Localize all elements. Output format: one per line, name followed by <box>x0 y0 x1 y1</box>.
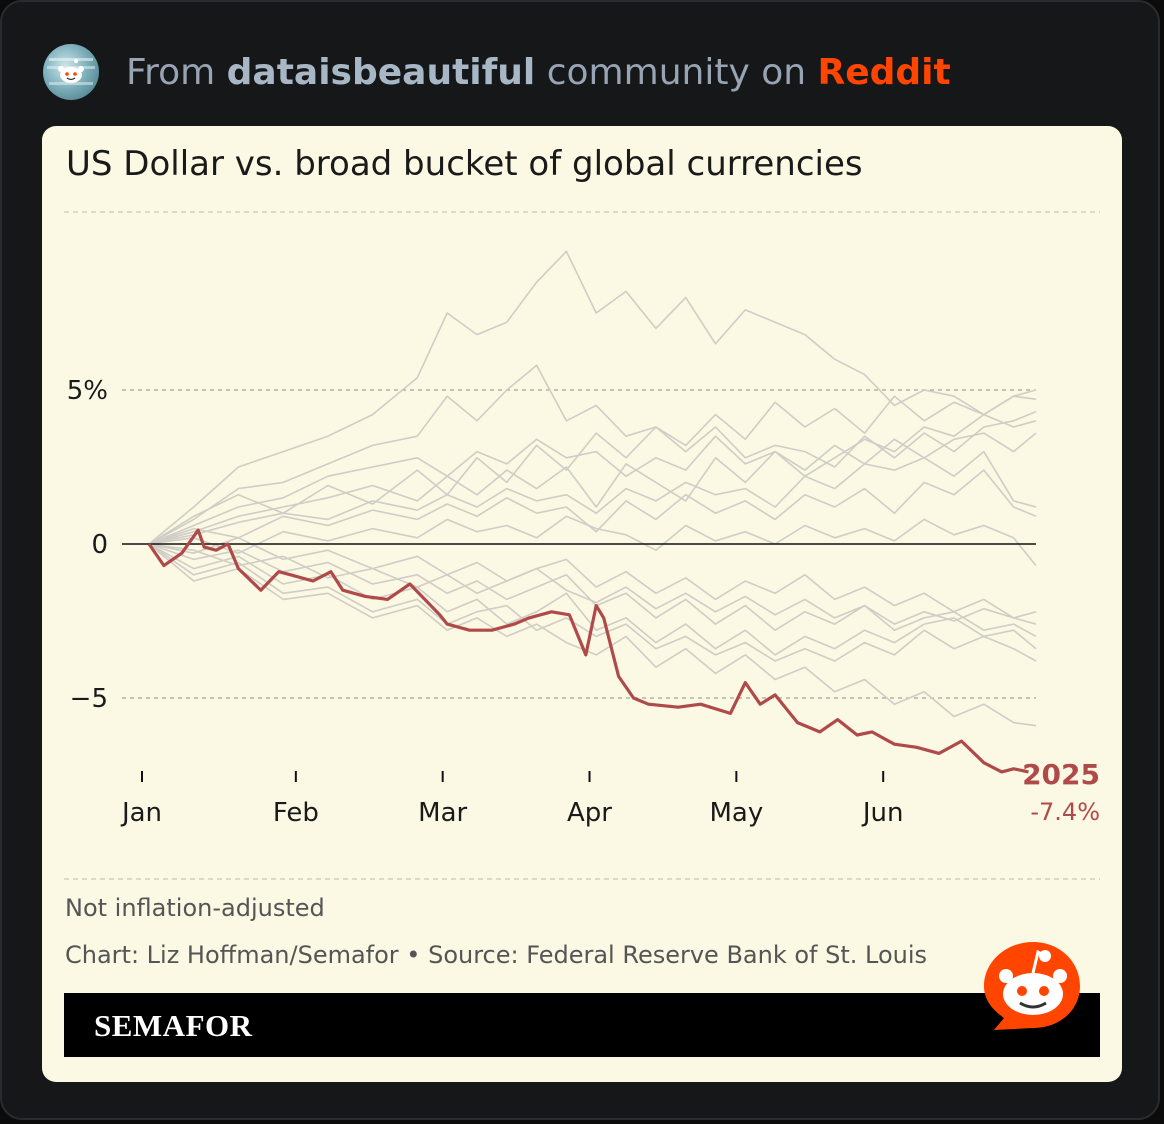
highlight-change-label: -7.4% <box>1030 798 1100 826</box>
y-tick-label: 5% <box>67 376 108 406</box>
background-year-line <box>148 250 1037 545</box>
y-tick-label: 0 <box>91 530 108 560</box>
background-year-line <box>148 364 1037 545</box>
background-year-line <box>148 413 1037 545</box>
brand-bar: SEMAFOR <box>64 993 1100 1057</box>
x-tick-label: Feb <box>273 798 319 828</box>
chart-svg: 5% 0 −5 2025 -7.4% Jan Feb Mar Apr May Jun <box>64 211 1100 880</box>
source-header: From dataisbeautiful community on Reddit <box>43 44 951 100</box>
chart-note: Not inflation-adjusted <box>65 894 325 922</box>
x-tick-label: Apr <box>567 798 612 828</box>
community-avatar[interactable] <box>43 44 99 100</box>
highlight-2025-line <box>147 528 1029 774</box>
x-tick-label: Jun <box>861 798 904 828</box>
background-year-line <box>148 536 1037 619</box>
snoo-icon <box>47 58 95 85</box>
background-year-line <box>148 469 1037 545</box>
y-tick-label: −5 <box>70 684 108 714</box>
x-tick-label: May <box>709 798 763 828</box>
from-label: From <box>126 51 216 93</box>
chart-card: 5% 0 −5 2025 -7.4% Jan Feb Mar Apr May Jun US Do… <box>42 126 1122 1082</box>
chart-title: US Dollar vs. broad bucket of global cur… <box>66 144 863 184</box>
source-line: From dataisbeautiful community on Reddit <box>126 52 951 93</box>
background-year-line <box>148 543 1037 656</box>
background-year-line <box>148 543 1037 662</box>
background-year-line <box>148 450 1037 545</box>
community-link[interactable]: dataisbeautiful <box>226 51 536 93</box>
brand-logo: SEMAFOR <box>94 1008 253 1043</box>
reddit-link[interactable]: Reddit <box>817 51 951 93</box>
reddit-snoo-icon[interactable] <box>980 936 1086 1036</box>
background-year-line <box>148 543 1037 625</box>
highlight-series-label: 2025 <box>1022 758 1100 791</box>
background-year-line <box>148 432 1037 545</box>
x-tick-label: Jan <box>120 798 162 828</box>
background-year-line <box>148 515 1037 567</box>
x-tick-label: Mar <box>418 798 467 828</box>
chart-credit: Chart: Liz Hoffman/Semafor • Source: Fed… <box>65 941 928 969</box>
community-on-label: community on <box>546 51 807 93</box>
background-year-line <box>148 543 1037 727</box>
background-year-line <box>148 395 1037 545</box>
